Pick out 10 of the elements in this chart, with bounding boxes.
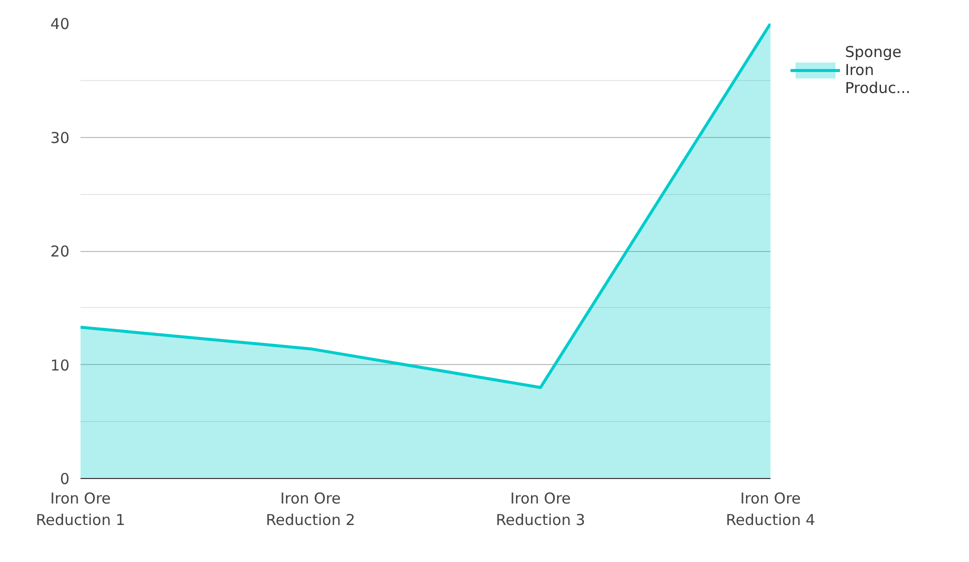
x-tick-label: Iron Ore Reduction 4 — [726, 490, 816, 530]
y-tick-label: 10 — [50, 356, 70, 374]
y-tick-label: 40 — [50, 15, 70, 33]
legend-label: Sponge Iron Produc... — [845, 43, 910, 97]
y-tick-label: 20 — [50, 242, 70, 260]
y-tick-label: 30 — [50, 128, 70, 147]
y-tick-label: 0 — [60, 470, 70, 488]
x-tick-label: Iron Ore Reduction 2 — [266, 490, 356, 530]
x-tick-label: Iron Ore Reduction 1 — [36, 490, 126, 530]
x-tick-label: Iron Ore Reduction 3 — [496, 490, 586, 530]
